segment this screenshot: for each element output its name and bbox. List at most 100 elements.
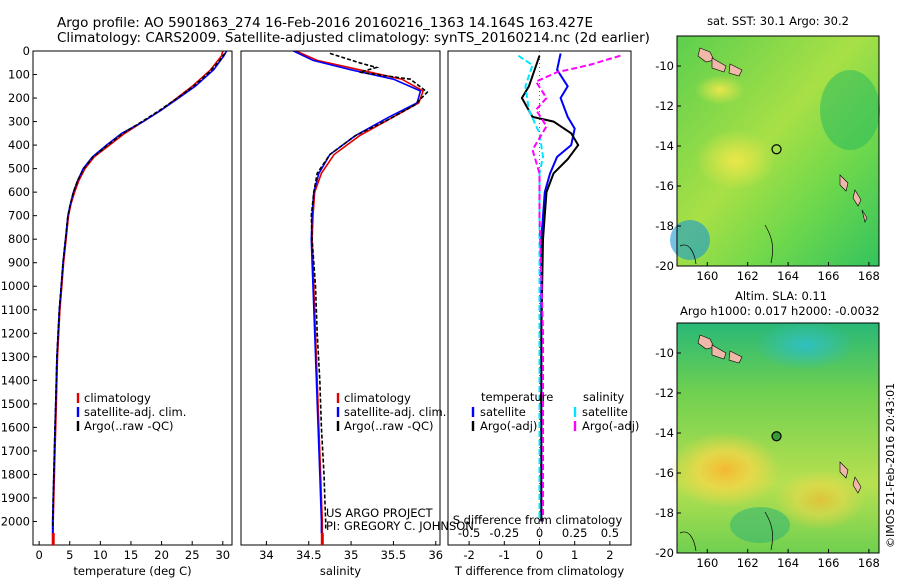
island — [852, 189, 862, 207]
map-y-tick-label: -20 — [655, 546, 674, 560]
map-y-tick-label: -18 — [655, 506, 674, 520]
x-tick-label: 20 — [154, 548, 169, 562]
map-x-tick-label: 162 — [737, 556, 759, 570]
sst-cool-patch — [820, 70, 880, 150]
y-tick-label: 1600 — [1, 420, 30, 434]
sla-map-title-2: Argo h1000: 0.017 h2000: -0.0032 — [680, 304, 880, 318]
y-tick-label: 1100 — [1, 303, 30, 317]
s-tick-label: -0.25 — [489, 526, 519, 540]
s-tick-label: 0.25 — [562, 526, 588, 540]
map-y-tick-label: -18 — [655, 219, 674, 233]
x-tick-label: 0 — [35, 548, 42, 562]
temperature-xlabel: temperature (deg C) — [73, 564, 191, 578]
y-tick-label: 2000 — [1, 514, 30, 528]
salinity-series-1 — [293, 50, 422, 534]
legend-label: climatology — [84, 391, 151, 405]
y-tick-label: 800 — [8, 232, 30, 246]
sla-map-axes: 160 162 164 166 168 -10 -12 -14 -16 -18 -20 — [655, 346, 880, 570]
island — [697, 47, 715, 63]
map-y-tick-label: -12 — [655, 99, 674, 113]
sst-cool-patch — [670, 220, 710, 260]
legend-title-salinity: salinity — [583, 390, 624, 404]
difference-series-2 — [517, 54, 545, 522]
sla-cool-patch — [730, 507, 790, 543]
y-tick-label: 1500 — [1, 397, 30, 411]
island — [839, 461, 849, 479]
s-tick-label: 0.5 — [601, 526, 619, 540]
contour — [679, 244, 697, 265]
legend-label: Argo(..raw -QC) — [344, 419, 434, 433]
legend-label: Argo(..raw -QC) — [84, 419, 174, 433]
island — [711, 57, 727, 73]
island — [839, 174, 849, 192]
y-tick-label: 100 — [8, 68, 30, 82]
x-tick-label: -1 — [499, 548, 510, 562]
y-tick-label: 500 — [8, 162, 30, 176]
sla-cool-patch — [755, 320, 855, 370]
sla-warm-patch — [775, 470, 865, 530]
x-tick-label: 34.5 — [296, 548, 322, 562]
y-tick-label: 400 — [8, 138, 30, 152]
salinity-frame — [240, 50, 441, 546]
x-tick-label: 25 — [185, 548, 200, 562]
map-x-tick-label: 162 — [737, 269, 759, 283]
temperature-series-0 — [52, 50, 224, 534]
legend-label: climatology — [344, 391, 411, 405]
legend-label: satellite-adj. clim. — [84, 405, 186, 419]
x-tick-label: 0 — [536, 548, 543, 562]
y-tick-label: 900 — [8, 256, 30, 270]
contour — [764, 511, 773, 551]
x-tick-label: 1 — [571, 548, 578, 562]
x-tick-label: 5 — [66, 548, 73, 562]
map-x-tick-label: 160 — [696, 556, 718, 570]
difference-xlabel-top: S difference from climatology — [453, 513, 623, 527]
map-y-tick-label: -14 — [655, 426, 674, 440]
salinity-series-2 — [310, 52, 429, 529]
temperature-panel: 0 5 10 15 20 25 300100200300400500600700800900… — [1, 44, 233, 578]
map-x-tick-label: 168 — [858, 269, 880, 283]
island — [697, 334, 715, 350]
sst-map: sat. SST: 30.1 Argo: 30.2 160 162 164 166 16… — [655, 14, 880, 283]
y-tick-label: 0 — [23, 44, 30, 58]
legend-label: Argo(-adj) — [582, 419, 639, 433]
bottom-marker — [320, 533, 324, 545]
x-tick-label: -2 — [463, 548, 474, 562]
difference-xlabel: T difference from climatology — [454, 564, 625, 578]
y-tick-label: 1300 — [1, 350, 30, 364]
legend-title-temperature: temperature — [481, 390, 553, 404]
x-tick-label: 15 — [124, 548, 139, 562]
island — [728, 63, 743, 77]
imos-stamp: ©IMOS 21-Feb-2016 20:43:01 — [884, 383, 897, 548]
sla-map-frame — [676, 322, 880, 554]
map-y-tick-label: -20 — [655, 259, 674, 273]
map-y-tick-label: -12 — [655, 386, 674, 400]
difference-series-3 — [531, 54, 621, 522]
x-tick-label: 35 — [344, 548, 359, 562]
y-tick-label: 300 — [8, 115, 30, 129]
map-x-tick-label: 166 — [818, 269, 840, 283]
title-line-2: Climatology: CARS2009. Satellite-adjuste… — [57, 30, 650, 46]
map-x-tick-label: 164 — [777, 269, 799, 283]
y-tick-label: 1000 — [1, 279, 30, 293]
s-tick-label: 0 — [536, 526, 543, 540]
map-x-tick-label: 166 — [818, 556, 840, 570]
map-x-tick-label: 168 — [858, 556, 880, 570]
x-tick-label: 30 — [215, 548, 230, 562]
bottom-marker — [51, 533, 55, 545]
map-x-tick-label: 164 — [777, 556, 799, 570]
sst-map-title: sat. SST: 30.1 Argo: 30.2 — [707, 14, 849, 28]
legend-label: satellite — [582, 405, 628, 419]
sst-map-frame — [676, 35, 880, 267]
y-tick-label: 1700 — [1, 444, 30, 458]
temperature-frame — [32, 50, 233, 546]
map-x-tick-label: 160 — [696, 269, 718, 283]
argo-marker — [771, 144, 782, 155]
x-tick-label: 10 — [93, 548, 108, 562]
island — [861, 209, 868, 223]
x-tick-label: 34 — [259, 548, 274, 562]
sla-warm-patch — [670, 432, 780, 508]
difference-panel: -2 -1 0 1 2 T difference from climatology temp… — [447, 50, 639, 578]
title-line-1: Argo profile: AO 5901863_274 16-Feb-2016… — [57, 15, 593, 31]
map-y-tick-label: -16 — [655, 466, 674, 480]
